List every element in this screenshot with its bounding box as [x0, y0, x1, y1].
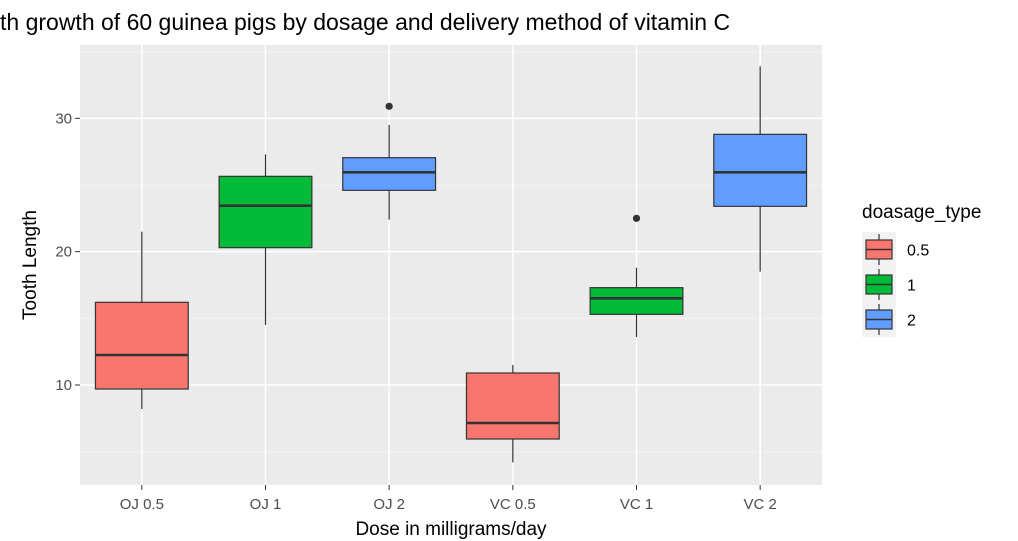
x-tick-label: OJ 2	[373, 496, 405, 513]
box-vc-1	[589, 214, 684, 337]
grid-minor	[80, 51, 822, 453]
box-oj-0-5	[94, 231, 189, 409]
boxes	[94, 66, 808, 463]
box-iqr	[713, 133, 808, 207]
outlier-point	[385, 102, 393, 110]
x-tick-label: OJ 0.5	[120, 496, 164, 513]
x-tick-label: OJ 1	[250, 496, 282, 513]
legend-label: 1	[907, 278, 916, 295]
x-tick-label: VC 0.5	[490, 496, 536, 513]
box-iqr	[218, 175, 313, 249]
box-iqr	[589, 287, 684, 315]
y-axis-title: Tooth Length	[20, 210, 41, 320]
box-iqr	[465, 372, 560, 440]
outlier-point	[632, 214, 641, 222]
box-iqr	[342, 157, 437, 191]
box-oj-2	[342, 102, 437, 220]
x-tick-label: VC 1	[620, 496, 653, 513]
box-vc-0-5	[465, 365, 560, 463]
x-axis: OJ 0.5 OJ 1 OJ 2 VC 0.5 VC 1 VC 2	[120, 485, 777, 513]
x-axis-title: Dose in milligrams/day	[355, 519, 547, 540]
chart-title: th growth of 60 guinea pigs by dosage an…	[0, 9, 730, 35]
legend-item-2: 2	[862, 302, 916, 337]
legend-item-1: 1	[862, 267, 916, 302]
legend-label: 0.5	[907, 243, 929, 260]
y-axis: 10 20 30	[55, 110, 80, 394]
legend-label: 2	[907, 313, 916, 330]
y-tick-label: 10	[55, 377, 72, 394]
x-tick-label: VC 2	[743, 496, 776, 513]
legend: doasage_type 0.5 1 2	[862, 202, 981, 337]
box-vc-2	[713, 66, 808, 272]
legend-item-0-5: 0.5	[862, 232, 929, 267]
box-iqr	[94, 301, 189, 390]
y-tick-label: 20	[55, 244, 72, 261]
legend-title: doasage_type	[862, 202, 981, 223]
plot-panel	[80, 45, 822, 485]
box-oj-1	[218, 154, 313, 325]
y-tick-label: 30	[55, 110, 72, 127]
